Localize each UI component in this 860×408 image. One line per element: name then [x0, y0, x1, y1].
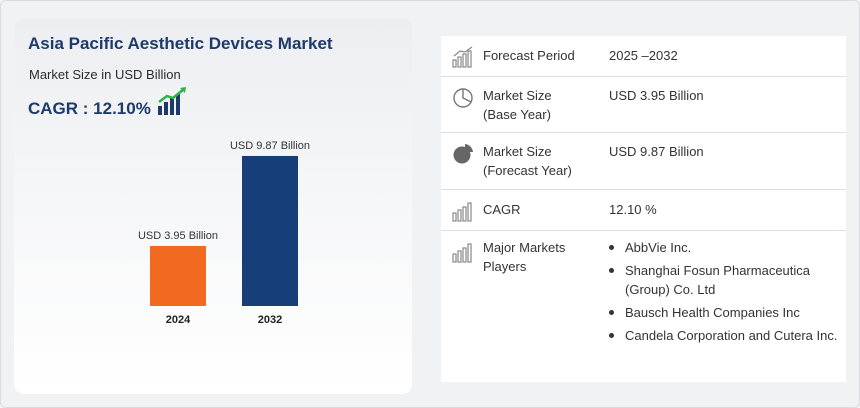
detail-label: Forecast Period — [483, 48, 575, 63]
detail-value: 12.10 % — [609, 202, 657, 217]
bar-chart: USD 3.95 Billion 2024 USD 9.87 Billion 2032 — [138, 140, 310, 326]
category-label: 2032 — [258, 314, 282, 326]
detail-row-major-players: Major Markets Players — [441, 231, 846, 382]
bar-2032 — [242, 155, 298, 306]
detail-row-forecast-period: Forecast Period 2025 –2032 — [441, 36, 846, 77]
chart-title: Asia Pacific Aesthetic Devices Market — [28, 34, 333, 53]
detail-label: Market Size (Forecast Year) — [483, 144, 572, 178]
detail-row-cagr: CAGR 12.10 % — [441, 190, 846, 231]
details-panel — [441, 36, 846, 382]
bar-growth-icon — [452, 46, 473, 68]
chart-subtitle: Market Size in USD Billion — [29, 67, 181, 82]
detail-value: USD 3.95 Billion — [609, 88, 704, 103]
bar-chart-icon — [452, 202, 472, 222]
detail-label: Market Size (Base Year) — [483, 88, 552, 122]
list-item: Candela Corporation and Cutera Inc. — [609, 326, 845, 345]
pie-filled-icon — [453, 144, 473, 164]
detail-value: 2025 –2032 — [609, 48, 678, 63]
growth-chart-icon — [158, 87, 186, 115]
bar-2024 — [150, 245, 206, 306]
detail-label: CAGR — [483, 202, 521, 217]
players-list: AbbVie Inc. Shanghai Fosun Pharmaceutica… — [609, 238, 845, 349]
data-label: USD 3.95 Billion — [138, 230, 218, 242]
list-item: Bausch Health Companies Inc — [609, 303, 845, 322]
detail-label: Major Markets Players — [483, 240, 566, 274]
detail-row-forecast-year: Market Size (Forecast Year) USD 9.87 Bil… — [441, 133, 846, 190]
list-item: AbbVie Inc. — [609, 238, 845, 257]
bar-chart-icon — [452, 243, 472, 263]
cagr-label: CAGR : 12.10% — [28, 99, 151, 118]
pie-outline-icon — [453, 88, 473, 108]
list-item: Shanghai Fosun Pharmaceutica (Group) Co.… — [609, 261, 845, 299]
data-label: USD 9.87 Billion — [230, 140, 310, 152]
detail-row-base-year: Market Size (Base Year) USD 3.95 Billion — [441, 77, 846, 133]
detail-value: USD 9.87 Billion — [609, 144, 704, 159]
chart-panel — [14, 18, 412, 394]
category-label: 2024 — [166, 314, 191, 326]
